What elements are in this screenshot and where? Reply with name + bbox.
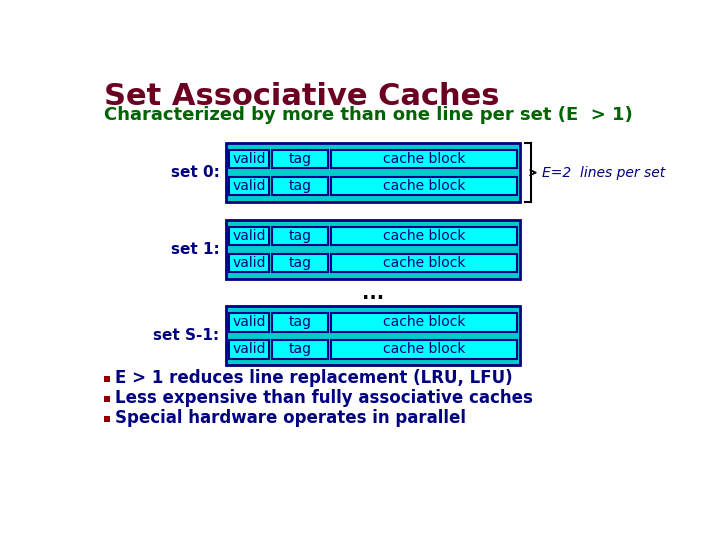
Text: E=2  lines per set: E=2 lines per set: [542, 166, 665, 180]
Text: Less expensive than fully associative caches: Less expensive than fully associative ca…: [114, 389, 533, 407]
Text: Special hardware operates in parallel: Special hardware operates in parallel: [114, 409, 466, 427]
Bar: [272, 177, 328, 195]
Text: E > 1 reduces line replacement (LRU, LFU): E > 1 reduces line replacement (LRU, LFU…: [114, 369, 513, 387]
Text: valid: valid: [232, 179, 266, 193]
Bar: [331, 177, 517, 195]
Text: valid: valid: [232, 256, 266, 270]
Text: tag: tag: [289, 315, 312, 329]
Bar: [272, 313, 328, 332]
Text: valid: valid: [232, 152, 266, 166]
Bar: [272, 150, 328, 168]
Text: valid: valid: [232, 315, 266, 329]
Bar: [331, 313, 517, 332]
Bar: [331, 150, 517, 168]
Bar: [229, 150, 269, 168]
Bar: [229, 227, 269, 245]
Bar: [331, 254, 517, 272]
Bar: [104, 396, 110, 402]
Bar: [272, 254, 328, 272]
Bar: [331, 340, 517, 359]
Text: tag: tag: [289, 256, 312, 270]
Bar: [225, 143, 520, 202]
Text: ...: ...: [362, 284, 384, 303]
Bar: [104, 376, 110, 382]
Bar: [229, 340, 269, 359]
Text: tag: tag: [289, 179, 312, 193]
Text: Set Associative Caches: Set Associative Caches: [104, 82, 500, 111]
Text: cache block: cache block: [383, 256, 465, 270]
Text: tag: tag: [289, 342, 312, 356]
Text: cache block: cache block: [383, 152, 465, 166]
Text: tag: tag: [289, 229, 312, 243]
Text: set 0:: set 0:: [171, 165, 220, 180]
Text: cache block: cache block: [383, 315, 465, 329]
Bar: [225, 306, 520, 366]
Bar: [331, 227, 517, 245]
Bar: [225, 220, 520, 279]
Text: valid: valid: [232, 342, 266, 356]
Text: tag: tag: [289, 152, 312, 166]
Bar: [229, 254, 269, 272]
Bar: [229, 313, 269, 332]
Text: cache block: cache block: [383, 342, 465, 356]
Bar: [104, 416, 110, 422]
Text: cache block: cache block: [383, 179, 465, 193]
Text: valid: valid: [232, 229, 266, 243]
Text: set 1:: set 1:: [171, 242, 220, 257]
Bar: [272, 227, 328, 245]
Text: cache block: cache block: [383, 229, 465, 243]
Text: Characterized by more than one line per set (E  > 1): Characterized by more than one line per …: [104, 106, 633, 124]
Text: set S-1:: set S-1:: [153, 328, 220, 343]
Bar: [229, 177, 269, 195]
Bar: [272, 340, 328, 359]
